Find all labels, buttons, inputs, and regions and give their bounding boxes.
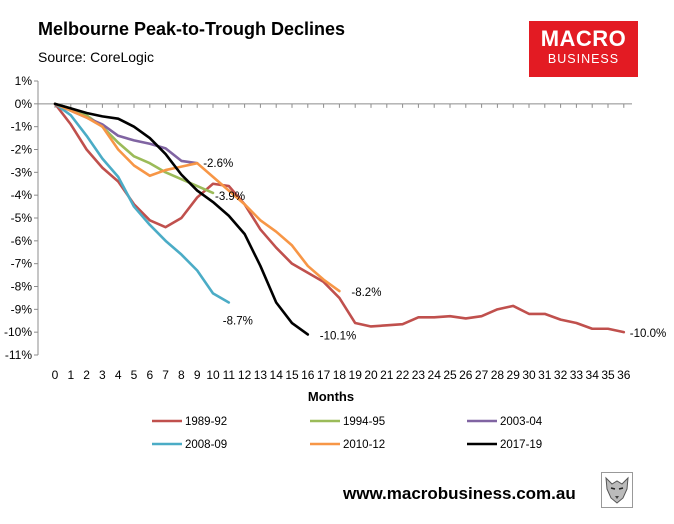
y-tick-label: -6% — [11, 234, 33, 248]
x-tick-label: 15 — [285, 368, 299, 382]
x-tick-label: 18 — [333, 368, 347, 382]
x-tick-label: 23 — [412, 368, 426, 382]
end-label-1989-92: -10.0% — [630, 328, 666, 340]
y-tick-label: 1% — [15, 74, 33, 88]
y-tick-label: -8% — [11, 280, 33, 294]
logo-line2: BUSINESS — [547, 52, 620, 66]
x-tick-label: 17 — [317, 368, 331, 382]
chart-series — [53, 102, 626, 336]
x-tick-label: 16 — [301, 368, 315, 382]
end-label-2010-12: -8.2% — [351, 287, 381, 299]
y-tick-label: 0% — [15, 97, 33, 111]
x-tick-label: 9 — [194, 368, 201, 382]
x-tick-label: 5 — [131, 368, 138, 382]
wolf-icon — [601, 472, 633, 508]
x-tick-label: 12 — [238, 368, 252, 382]
legend-label-2017-19: 2017-19 — [500, 439, 542, 451]
x-tick-label: 11 — [223, 368, 236, 382]
x-tick-label: 30 — [522, 368, 536, 382]
x-tick-label: 31 — [538, 368, 552, 382]
x-axis-label: Months — [308, 389, 354, 404]
legend-label-1989-92: 1989-92 — [185, 416, 227, 428]
y-tick-label: -9% — [11, 302, 33, 316]
x-tick-label: 10 — [206, 368, 220, 382]
x-tick-label: 36 — [617, 368, 631, 382]
footer-url: www.macrobusiness.com.au — [343, 484, 576, 503]
chart-source: Source: CoreLogic — [38, 49, 154, 65]
x-tick-label: 28 — [491, 368, 505, 382]
end-label-2008-09: -8.7% — [223, 315, 253, 327]
x-tick-label: 1 — [67, 368, 74, 382]
x-tick-label: 2 — [83, 368, 90, 382]
y-tick-label: -2% — [11, 143, 33, 157]
x-tick-label: 13 — [254, 368, 268, 382]
x-tick-label: 21 — [380, 368, 394, 382]
legend-label-2010-12: 2010-12 — [343, 439, 385, 451]
y-tick-label: -10% — [4, 325, 32, 339]
end-label-2017-19: -10.1% — [320, 330, 356, 342]
series-line-2008-09 — [53, 102, 231, 304]
end-label-1994-95: -3.9% — [215, 191, 245, 203]
x-tick-label: 34 — [586, 368, 600, 382]
y-tick-label: -4% — [11, 188, 33, 202]
x-tick-label: 4 — [115, 368, 122, 382]
x-tick-label: 8 — [178, 368, 185, 382]
chart-legend: 1989-92 1994-95 2003-04 2008-09 2010-12 2017-… — [152, 416, 543, 451]
series-line-1994-95 — [53, 102, 215, 195]
x-tick-label: 22 — [396, 368, 410, 382]
x-tick-label: 0 — [52, 368, 59, 382]
line-chart: 1% 0% -1% -2% -3% -4% -5% -6% -7% -8% -9% -10% -11% 0… — [4, 74, 666, 451]
series-line-2010-12 — [53, 102, 341, 293]
y-tick-label: -3% — [11, 165, 33, 179]
x-tick-label: 27 — [475, 368, 489, 382]
y-tick-label: -7% — [11, 257, 33, 271]
y-tick-label: -11% — [5, 348, 32, 362]
x-tick-label: 25 — [443, 368, 457, 382]
legend-label-2008-09: 2008-09 — [185, 439, 227, 451]
x-tick-label: 14 — [270, 368, 284, 382]
x-tick-label: 19 — [349, 368, 363, 382]
x-tick-label: 29 — [507, 368, 521, 382]
y-tick-label: -1% — [11, 120, 33, 134]
macrobusiness-logo: MACRO BUSINESS — [529, 21, 638, 77]
chart-end-labels: -10.0% -3.9% -2.6% -8.7% -8.2% -10.1% — [203, 158, 666, 342]
x-tick-label: 20 — [364, 368, 378, 382]
end-label-2003-04: -2.6% — [203, 158, 233, 170]
x-tick-label: 7 — [162, 368, 169, 382]
legend-label-2003-04: 2003-04 — [500, 416, 543, 428]
x-tick-label: 33 — [570, 368, 584, 382]
x-tick-label: 6 — [146, 368, 153, 382]
series-line-2017-19 — [53, 102, 310, 336]
series-line-1989-92 — [53, 102, 626, 334]
chart-axes: 1% 0% -1% -2% -3% -4% -5% -6% -7% -8% -9% -10% -11% 0… — [4, 74, 632, 404]
logo-line1: MACRO — [540, 26, 627, 51]
legend-label-1994-95: 1994-95 — [343, 416, 385, 428]
y-tick-label: -5% — [11, 211, 33, 225]
x-tick-label: 26 — [459, 368, 473, 382]
x-tick-label: 32 — [554, 368, 568, 382]
x-tick-label: 35 — [601, 368, 615, 382]
x-tick-label: 24 — [428, 368, 442, 382]
x-tick-label: 3 — [99, 368, 106, 382]
chart-title: Melbourne Peak-to-Trough Declines — [38, 19, 346, 39]
